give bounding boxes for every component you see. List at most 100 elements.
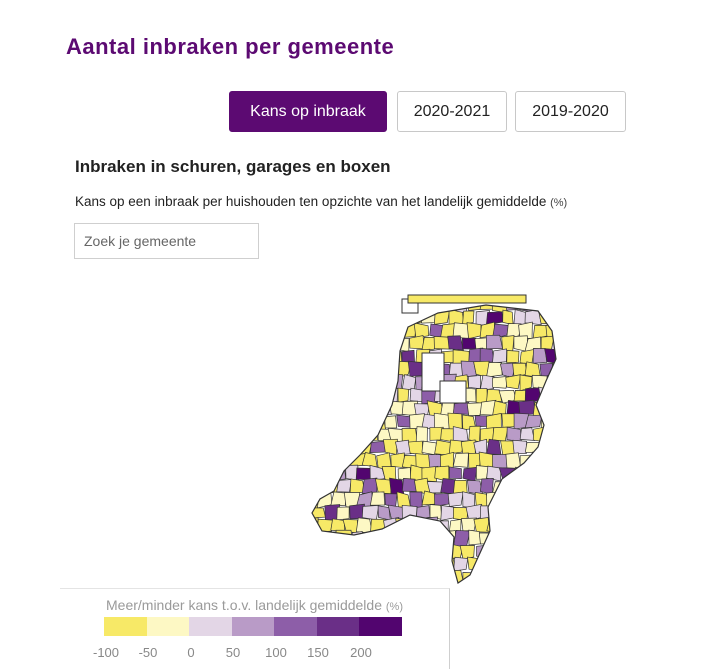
municipality-cell[interactable] xyxy=(317,442,333,456)
municipality-cell[interactable] xyxy=(545,428,560,443)
municipality-cell[interactable] xyxy=(507,504,522,520)
municipality-cell[interactable] xyxy=(553,285,567,299)
municipality-cell[interactable] xyxy=(331,492,347,506)
municipality-cell[interactable] xyxy=(331,466,346,482)
municipality-cell[interactable] xyxy=(290,546,294,559)
municipality-cell[interactable] xyxy=(585,428,590,441)
municipality-cell[interactable] xyxy=(559,322,574,335)
municipality-cell[interactable] xyxy=(564,441,581,455)
municipality-cell[interactable] xyxy=(551,494,566,506)
municipality-cell[interactable] xyxy=(292,415,306,429)
municipality-cell[interactable] xyxy=(344,414,360,430)
municipality-cell[interactable] xyxy=(577,491,590,505)
municipality-cell[interactable] xyxy=(584,297,590,312)
municipality-cell[interactable] xyxy=(290,558,301,572)
municipality-cell[interactable] xyxy=(578,468,590,481)
municipality-cell[interactable] xyxy=(448,336,464,350)
municipality-cell[interactable] xyxy=(323,297,337,312)
municipality-cell[interactable] xyxy=(546,400,560,416)
municipality-cell[interactable] xyxy=(534,583,548,585)
municipality-cell[interactable] xyxy=(547,376,560,391)
municipality-cell[interactable] xyxy=(305,389,319,403)
municipality-cell[interactable] xyxy=(503,310,513,325)
municipality-cell[interactable] xyxy=(370,389,385,404)
municipality-cell[interactable] xyxy=(547,533,558,545)
municipality-cell[interactable] xyxy=(480,557,494,573)
municipality-cell[interactable] xyxy=(330,337,343,351)
municipality-cell[interactable] xyxy=(318,285,332,298)
municipality-cell[interactable] xyxy=(402,582,415,585)
municipality-cell[interactable] xyxy=(311,453,326,468)
municipality-cell[interactable] xyxy=(532,532,547,545)
municipality-cell[interactable] xyxy=(585,479,590,494)
municipality-cell[interactable] xyxy=(480,348,494,362)
municipality-cell[interactable] xyxy=(513,440,527,453)
municipality-cell[interactable] xyxy=(467,557,481,570)
municipality-cell[interactable] xyxy=(531,560,547,571)
municipality-cell[interactable] xyxy=(325,402,339,415)
municipality-cell[interactable] xyxy=(415,556,430,572)
municipality-cell[interactable] xyxy=(336,300,352,311)
municipality-cell[interactable] xyxy=(290,491,294,506)
municipality-cell[interactable] xyxy=(467,323,481,339)
municipality-cell[interactable] xyxy=(557,400,574,415)
municipality-cell[interactable] xyxy=(552,571,567,585)
municipality-cell[interactable] xyxy=(324,532,338,547)
municipality-cell[interactable] xyxy=(585,505,590,521)
municipality-cell[interactable] xyxy=(520,582,534,585)
municipality-cell[interactable] xyxy=(564,468,579,481)
municipality-cell[interactable] xyxy=(486,362,502,377)
municipality-cell[interactable] xyxy=(541,492,554,505)
municipality-cell[interactable] xyxy=(356,518,372,533)
municipality-cell[interactable] xyxy=(585,350,590,363)
municipality-cell[interactable] xyxy=(330,571,344,585)
municipality-cell[interactable] xyxy=(499,518,515,533)
municipality-cell[interactable] xyxy=(310,531,325,546)
municipality-cell[interactable] xyxy=(325,559,339,573)
municipality-cell[interactable] xyxy=(346,285,358,299)
municipality-cell[interactable] xyxy=(507,350,519,362)
municipality-cell[interactable] xyxy=(422,310,435,323)
municipality-cell[interactable] xyxy=(350,297,366,313)
municipality-cell[interactable] xyxy=(514,544,528,560)
municipality-cell[interactable] xyxy=(325,582,337,585)
municipality-cell[interactable] xyxy=(487,439,501,454)
municipality-cell[interactable] xyxy=(376,375,391,388)
municipality-cell[interactable] xyxy=(487,546,503,559)
municipality-cell[interactable] xyxy=(570,506,587,519)
municipality-cell[interactable] xyxy=(542,570,554,585)
municipality-cell[interactable] xyxy=(293,571,308,585)
municipality-cell[interactable] xyxy=(480,478,493,494)
municipality-cell[interactable] xyxy=(383,439,397,454)
municipality-cell[interactable] xyxy=(564,387,581,403)
municipality-cell[interactable] xyxy=(291,309,308,324)
municipality-cell[interactable] xyxy=(453,402,469,414)
municipality-cell[interactable] xyxy=(466,582,481,585)
municipality-cell[interactable] xyxy=(539,543,554,558)
municipality-cell[interactable] xyxy=(298,297,312,311)
municipality-cell[interactable] xyxy=(570,376,586,389)
municipality-cell[interactable] xyxy=(317,336,332,350)
municipality-cell[interactable] xyxy=(383,361,397,375)
municipality-cell[interactable] xyxy=(311,427,327,441)
municipality-cell[interactable] xyxy=(551,361,564,377)
municipality-cell[interactable] xyxy=(422,544,435,557)
municipality-cell[interactable] xyxy=(559,427,573,442)
municipality-cell[interactable] xyxy=(356,441,372,455)
municipality-cell[interactable] xyxy=(300,401,312,416)
municipality-cell[interactable] xyxy=(290,466,294,482)
municipality-cell[interactable] xyxy=(357,310,372,325)
municipality-cell[interactable] xyxy=(325,325,339,339)
municipality-cell[interactable] xyxy=(370,312,384,324)
municipality-cell[interactable] xyxy=(290,362,293,377)
municipality-cell[interactable] xyxy=(305,361,320,375)
municipality-cell[interactable] xyxy=(317,387,333,403)
municipality-cell[interactable] xyxy=(305,338,320,350)
municipality-cell[interactable] xyxy=(531,479,546,495)
municipality-cell[interactable] xyxy=(480,375,494,390)
municipality-cell[interactable] xyxy=(402,375,416,390)
municipality-cell[interactable] xyxy=(547,299,558,311)
municipality-cell[interactable] xyxy=(290,400,299,414)
municipality-cell[interactable] xyxy=(311,375,326,389)
municipality-cell[interactable] xyxy=(416,530,431,544)
